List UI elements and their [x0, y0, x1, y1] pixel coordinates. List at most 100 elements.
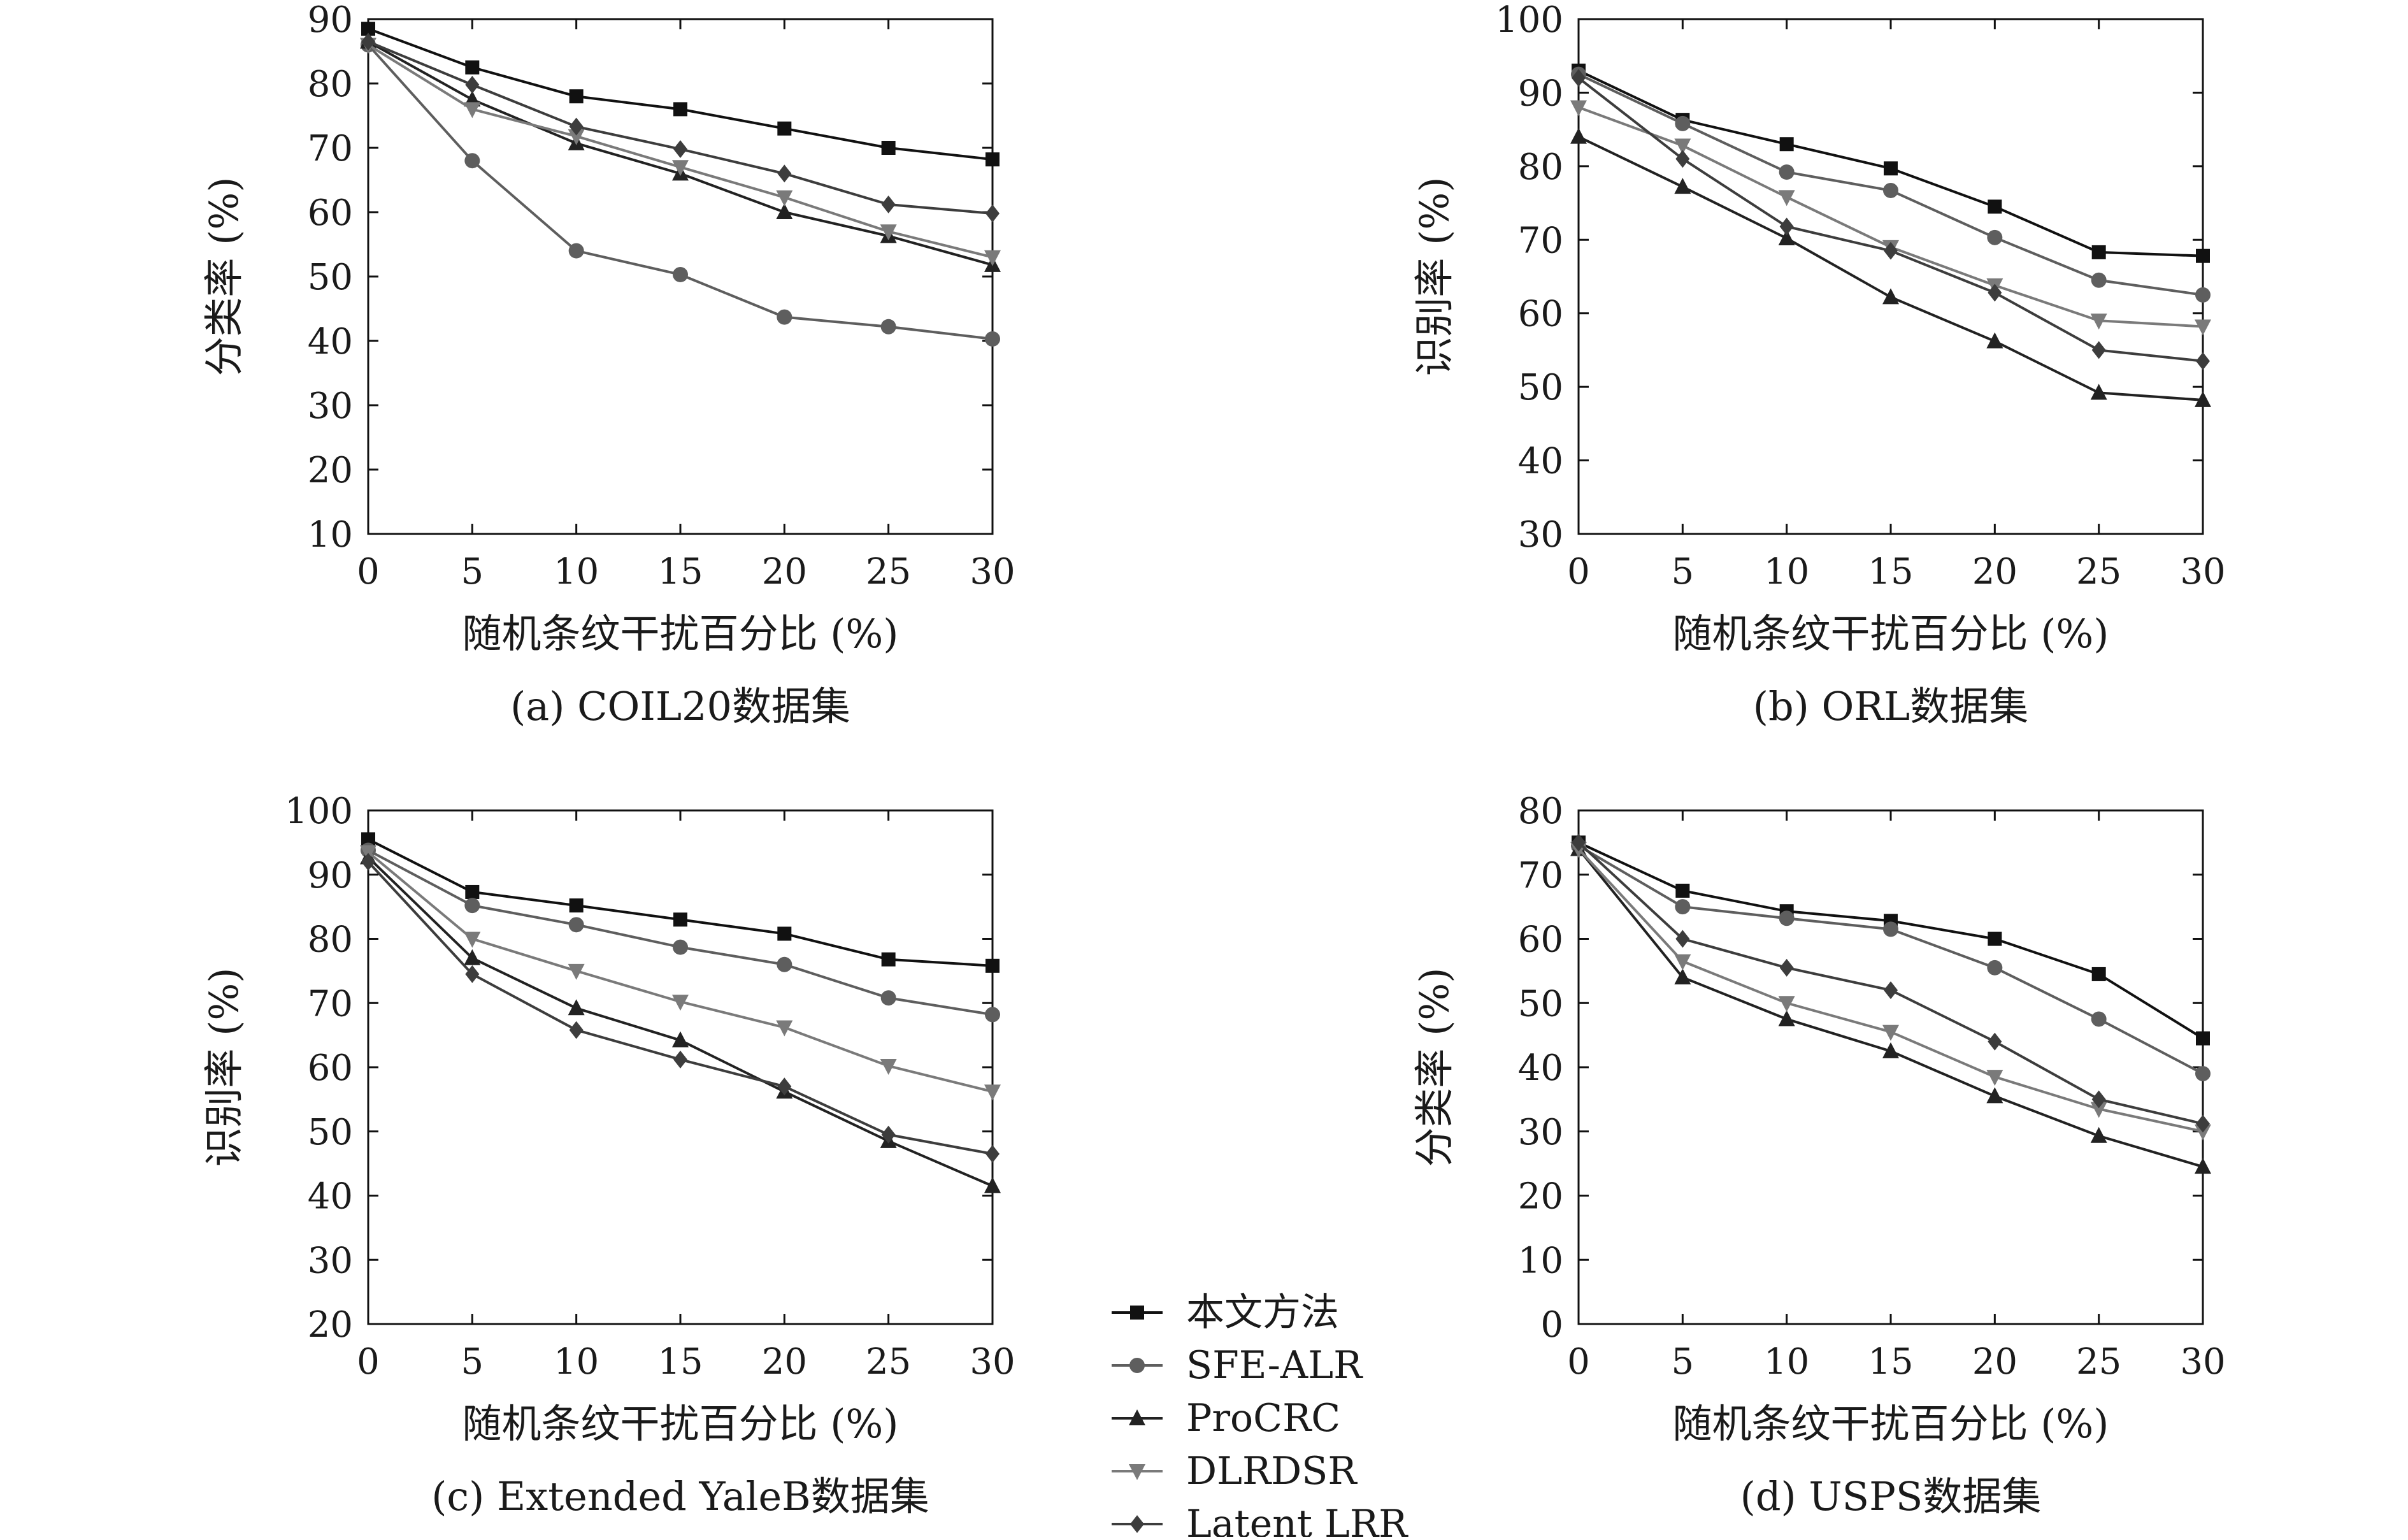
panel-caption: (c) Extended YaleB数据集	[431, 1473, 929, 1520]
data-point	[776, 190, 793, 206]
data-point	[1674, 178, 1691, 194]
y-tick-label: 20	[308, 1304, 353, 1346]
data-point	[673, 1050, 687, 1069]
series-line-1	[368, 849, 993, 1016]
x-tick-label: 20	[762, 551, 807, 593]
data-point	[1779, 958, 1794, 977]
data-point	[1675, 150, 1690, 168]
data-point	[673, 266, 688, 282]
data-point	[1778, 996, 1795, 1012]
y-tick-label: 60	[1518, 919, 1563, 961]
x-tick-label: 15	[657, 1341, 703, 1383]
y-tick-label: 40	[1518, 1047, 1563, 1089]
y-tick-label: 40	[308, 321, 353, 363]
x-axis-label: 随机条纹干扰百分比 (%)	[462, 1400, 899, 1447]
data-point	[1883, 182, 1898, 198]
data-point	[1884, 981, 1898, 1000]
data-point	[880, 1058, 897, 1075]
data-point	[2195, 1158, 2211, 1174]
data-point	[881, 952, 896, 967]
x-tick-label: 20	[1972, 1341, 2017, 1383]
data-point	[2091, 1090, 2106, 1109]
data-point	[1675, 899, 1691, 915]
x-axis-label: 随机条纹干扰百分比 (%)	[462, 610, 899, 657]
data-point	[568, 243, 584, 259]
y-tick-label: 50	[308, 257, 353, 298]
data-point	[1674, 138, 1691, 155]
y-tick-label: 80	[308, 64, 353, 105]
data-point	[1882, 288, 1899, 305]
data-point	[361, 22, 375, 36]
data-point	[569, 898, 584, 913]
y-tick-label: 20	[1518, 1176, 1563, 1218]
data-point	[464, 153, 480, 169]
x-tick-label: 25	[2076, 551, 2121, 593]
data-point	[361, 32, 375, 51]
x-axis-label: 随机条纹干扰百分比 (%)	[1673, 1400, 2109, 1447]
panel-caption: (d) USPS数据集	[1740, 1473, 2042, 1520]
data-point	[465, 965, 480, 983]
data-point	[673, 939, 688, 955]
data-point	[464, 898, 480, 914]
data-point	[2090, 313, 2107, 330]
x-tick-label: 5	[461, 551, 484, 593]
data-point	[2090, 1126, 2107, 1143]
data-point	[985, 1007, 1000, 1023]
data-point	[776, 1020, 793, 1037]
data-point	[1884, 161, 1898, 176]
x-tick-label: 20	[1972, 551, 2017, 593]
x-tick-label: 30	[970, 551, 1015, 593]
data-point	[1570, 100, 1587, 117]
y-tick-label: 100	[285, 791, 353, 832]
y-tick-label: 60	[1518, 294, 1563, 335]
y-tick-label: 70	[308, 128, 353, 169]
data-point	[568, 963, 585, 980]
data-point	[2196, 1031, 2210, 1046]
x-axis-label: 随机条纹干扰百分比 (%)	[1673, 610, 2109, 657]
legend-label-3: DLRDSR	[1186, 1449, 1358, 1493]
data-point	[1779, 164, 1795, 180]
data-point	[672, 160, 689, 176]
y-tick-label: 80	[1518, 147, 1563, 188]
legend-marker-4	[1130, 1515, 1144, 1533]
y-tick-label: 30	[308, 385, 353, 427]
data-point	[1988, 932, 2002, 946]
data-point	[2090, 1102, 2107, 1118]
plot-frame	[1577, 18, 2204, 535]
data-point	[672, 1031, 689, 1047]
data-point	[1675, 930, 1690, 948]
data-point	[985, 1145, 1000, 1163]
chart-panel-3: 0 10 20 30 40 50 60 70 80 0 5 10 15 20 25 30 随机条纹干扰百分比 (…	[1411, 791, 2226, 1520]
data-point	[985, 152, 1000, 167]
y-tick-label: 30	[1518, 1112, 1563, 1153]
data-point	[2196, 1114, 2210, 1133]
data-point	[984, 1177, 1001, 1193]
y-axis-label: 识别率 (%)	[1411, 177, 1458, 377]
data-point	[2195, 1066, 2211, 1082]
data-point	[2091, 967, 2106, 981]
data-point	[2091, 341, 2106, 359]
data-point	[1675, 115, 1691, 131]
data-point	[568, 129, 585, 145]
y-tick-label: 0	[1540, 1304, 1563, 1346]
y-tick-label: 70	[1518, 220, 1563, 261]
x-tick-label: 15	[1868, 551, 1913, 593]
data-point	[776, 203, 793, 219]
data-point	[2195, 391, 2211, 407]
data-point	[568, 917, 584, 933]
data-point	[1986, 1070, 2003, 1086]
data-point	[1884, 241, 1898, 260]
data-point	[1883, 921, 1898, 937]
y-axis-label: 分类率 (%)	[1411, 968, 1458, 1167]
data-point	[985, 331, 1000, 347]
data-point	[1882, 1042, 1899, 1058]
x-tick-label: 0	[357, 1341, 380, 1383]
series-line-2	[1577, 848, 2204, 1169]
data-point	[361, 853, 375, 871]
data-point	[881, 1125, 896, 1144]
data-point	[2091, 245, 2106, 259]
data-point	[777, 121, 792, 136]
y-tick-label: 20	[308, 450, 353, 491]
x-tick-label: 5	[1672, 551, 1695, 593]
x-tick-label: 15	[657, 551, 703, 593]
